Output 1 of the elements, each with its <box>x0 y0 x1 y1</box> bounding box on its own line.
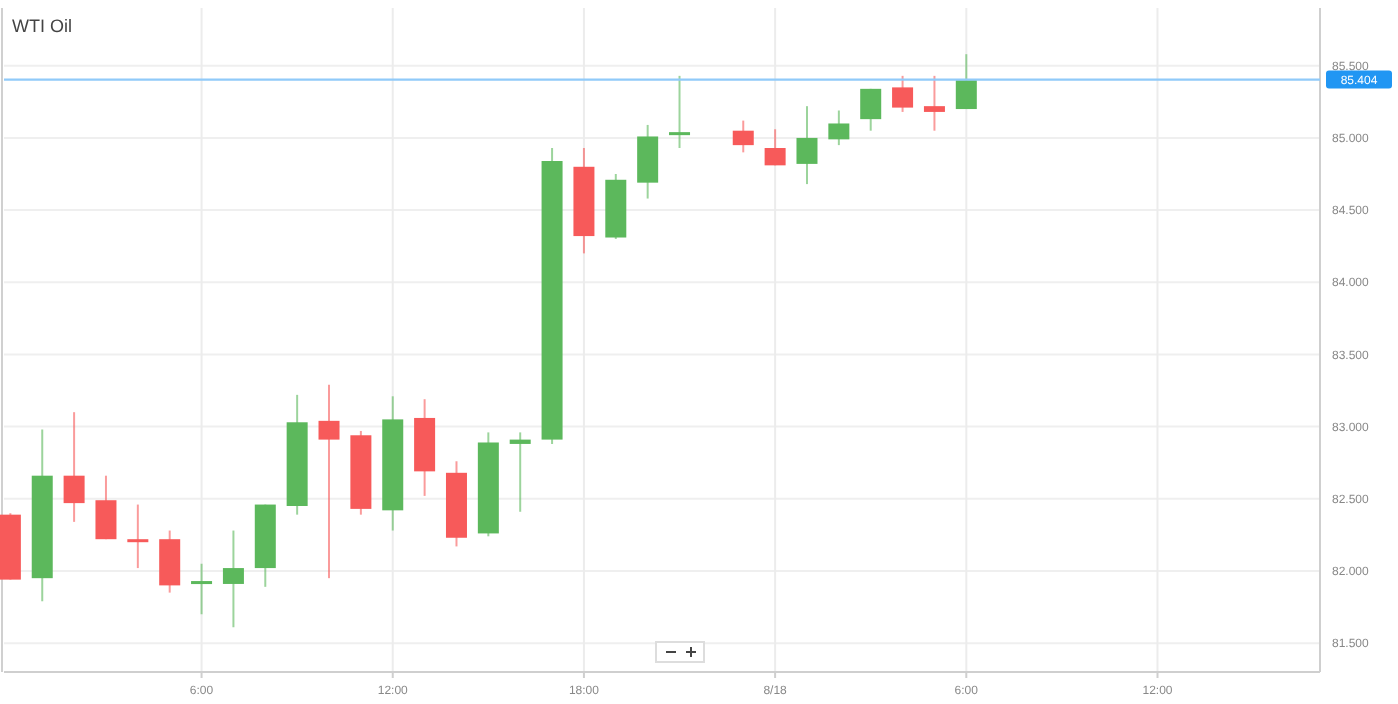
text: WTI Oil <box>12 16 72 36</box>
